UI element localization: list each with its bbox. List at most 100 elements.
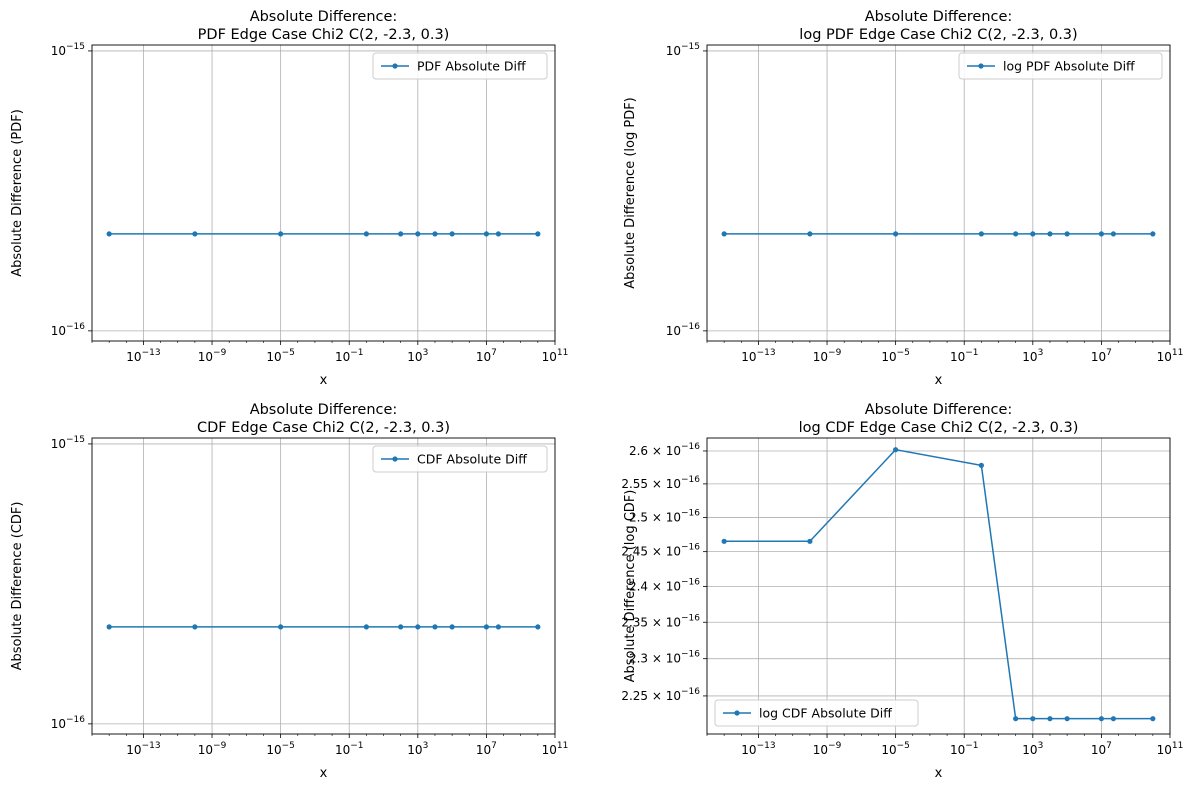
- x-tick-label: 10−5: [881, 348, 910, 364]
- x-axis-label: x: [935, 373, 943, 388]
- data-point: [535, 231, 541, 237]
- y-tick-label: 2.55 × 10−16: [621, 475, 700, 491]
- legend-box: [372, 52, 548, 80]
- x-tick-label-base: 10: [335, 743, 350, 757]
- y-tick-label-base: 10: [666, 44, 681, 58]
- x-tick-label-exponent: −5: [897, 348, 910, 358]
- legend-label: log PDF Absolute Diff: [1003, 59, 1135, 74]
- y-tick-label-exponent: −16: [681, 578, 700, 588]
- y-tick-label: 10−15: [666, 42, 700, 58]
- x-tick-label-exponent: 7: [491, 741, 497, 751]
- x-tick-label: 1011: [542, 741, 569, 757]
- data-point: [978, 231, 984, 237]
- legend: log CDF Absolute Diff: [714, 699, 919, 727]
- axes-frame: [706, 44, 1171, 342]
- x-tick-label: 1011: [1157, 741, 1184, 757]
- chart-title-line1: Absolute Difference:: [250, 402, 398, 418]
- y-tick-label-base: 10: [51, 44, 66, 58]
- x-tick-label-exponent: −9: [213, 348, 227, 358]
- x-tick-label-exponent: −1: [965, 741, 978, 751]
- y-tick-label: 10−16: [51, 322, 86, 338]
- data-point: [893, 231, 899, 237]
- y-tick-label-exponent: −16: [681, 687, 700, 697]
- x-tick-label-exponent: −1: [350, 348, 363, 358]
- data-point: [415, 624, 421, 630]
- x-tick-label-exponent: 3: [1038, 741, 1044, 751]
- x-tick-label: 10−13: [126, 741, 160, 757]
- x-tick-label-base: 10: [198, 350, 213, 364]
- chart-title-line1: Absolute Difference:: [250, 9, 398, 25]
- data-point: [278, 624, 284, 630]
- data-point: [192, 231, 198, 237]
- x-tick-label: 10−9: [813, 741, 842, 757]
- subplot-1: Absolute Difference: PDF Edge Case Chi2 C…: [10, 9, 568, 388]
- axes-frame: [91, 437, 556, 735]
- legend-label: PDF Absolute Diff: [417, 59, 526, 74]
- x-tick-label: 103: [407, 741, 428, 757]
- x-tick-label-base: 10: [198, 743, 213, 757]
- y-tick-label-base: 10: [51, 717, 66, 731]
- x-tick-label-exponent: 3: [423, 348, 429, 358]
- x-tick-label: 10−13: [741, 741, 775, 757]
- legend-marker-swatch: [978, 63, 984, 69]
- y-tick-label-exponent: −16: [681, 543, 700, 553]
- y-tick-label-exponent: −15: [66, 42, 85, 52]
- y-tick-label-exponent: −16: [681, 508, 700, 518]
- x-tick-label-base: 10: [1091, 743, 1106, 757]
- legend-marker-swatch: [392, 63, 398, 69]
- chart-title-line1: Absolute Difference:: [865, 402, 1013, 418]
- legend: log PDF Absolute Diff: [958, 52, 1163, 80]
- data-point: [1110, 231, 1116, 237]
- x-tick-label-exponent: −1: [350, 741, 363, 751]
- x-tick-label-exponent: 7: [1106, 348, 1112, 358]
- x-tick-label-exponent: −9: [828, 348, 842, 358]
- y-axis-label: Absolute Difference (PDF): [10, 109, 25, 277]
- x-tick-label-base: 10: [1157, 743, 1172, 757]
- data-point: [449, 231, 455, 237]
- data-point: [721, 538, 727, 544]
- x-tick-label-base: 10: [950, 350, 965, 364]
- x-tick-label-base: 10: [542, 350, 557, 364]
- x-tick-label-base: 10: [741, 743, 756, 757]
- data-point: [1150, 716, 1156, 722]
- y-tick-label: 2.45 × 10−16: [621, 543, 700, 559]
- x-tick-label-exponent: 11: [1172, 741, 1183, 751]
- legend-box: [958, 52, 1163, 80]
- x-tick-label: 1011: [542, 348, 569, 364]
- y-tick-label-exponent: −16: [681, 475, 700, 485]
- y-tick-label: 2.3 × 10−16: [629, 650, 700, 666]
- x-tick-label: 107: [1091, 741, 1112, 757]
- subplot-3: Absolute Difference: CDF Edge Case Chi2 C…: [10, 402, 568, 781]
- data-point: [1030, 716, 1036, 722]
- data-point: [1150, 231, 1156, 237]
- data-point: [495, 624, 501, 630]
- legend: PDF Absolute Diff: [372, 52, 548, 80]
- x-tick-label-base: 10: [266, 350, 281, 364]
- data-point: [192, 624, 198, 630]
- axes-frame: [91, 44, 556, 342]
- x-tick-label-exponent: −9: [828, 741, 842, 751]
- data-point: [398, 624, 404, 630]
- data-point: [483, 624, 490, 630]
- y-tick-label-exponent: −16: [681, 650, 700, 660]
- y-tick-label-base: 2.5 × 10: [629, 510, 681, 524]
- y-tick-label-exponent: −15: [66, 435, 85, 445]
- x-tick-label: 10−1: [335, 348, 364, 364]
- x-tick-label: 103: [407, 348, 428, 364]
- y-tick-label-base: 2.25 × 10: [621, 689, 681, 703]
- data-point: [721, 231, 727, 237]
- x-tick-label-base: 10: [1022, 350, 1037, 364]
- y-axis-label: Absolute Difference (CDF): [10, 502, 25, 671]
- series-line: [724, 448, 1153, 720]
- legend-label: CDF Absolute Diff: [417, 452, 527, 467]
- data-point: [495, 231, 501, 237]
- data-point: [1064, 231, 1070, 237]
- chart-title-line2: PDF Edge Case Chi2 C(2, -2.3, 0.3): [198, 27, 450, 43]
- x-tick-label-exponent: −1: [965, 348, 978, 358]
- data-point: [106, 624, 112, 630]
- x-tick-label-exponent: 7: [491, 348, 497, 358]
- data-point: [449, 624, 455, 630]
- x-tick-label-base: 10: [1157, 350, 1172, 364]
- x-tick-label-exponent: −13: [757, 741, 776, 751]
- x-tick-label-base: 10: [741, 350, 756, 364]
